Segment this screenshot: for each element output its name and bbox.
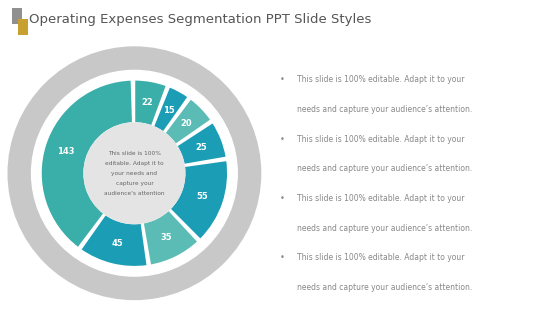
Text: This slide is 100%: This slide is 100% [108, 151, 161, 156]
Text: This slide is 100% editable. Adapt it to your: This slide is 100% editable. Adapt it to… [297, 253, 464, 262]
Circle shape [8, 47, 260, 300]
Wedge shape [143, 210, 198, 265]
Wedge shape [176, 122, 227, 165]
Text: needs and capture your audience’s attention.: needs and capture your audience’s attent… [297, 105, 472, 114]
Text: 55: 55 [197, 192, 208, 201]
Text: 35: 35 [161, 233, 172, 242]
Text: 25: 25 [195, 142, 207, 152]
Wedge shape [165, 99, 211, 145]
Text: Operating Expenses Segmentation PPT Slide Styles: Operating Expenses Segmentation PPT Slid… [29, 13, 371, 26]
Text: needs and capture your audience’s attention.: needs and capture your audience’s attent… [297, 164, 472, 173]
Text: •: • [280, 194, 285, 203]
Wedge shape [153, 87, 188, 132]
Text: capture your: capture your [115, 181, 153, 186]
Wedge shape [41, 80, 133, 248]
Text: audience's attention: audience's attention [104, 191, 165, 196]
Bar [18, 19, 28, 35]
Text: This slide is 100% editable. Adapt it to your: This slide is 100% editable. Adapt it to… [297, 135, 464, 144]
Text: •: • [280, 135, 285, 144]
Circle shape [84, 123, 185, 224]
Text: •: • [280, 253, 285, 262]
Bar [12, 8, 22, 24]
Wedge shape [170, 160, 228, 240]
Text: 15: 15 [163, 106, 175, 115]
Wedge shape [81, 214, 147, 267]
Text: This slide is 100% editable. Adapt it to your: This slide is 100% editable. Adapt it to… [297, 194, 464, 203]
Text: needs and capture your audience’s attention.: needs and capture your audience’s attent… [297, 224, 472, 232]
Text: needs and capture your audience’s attention.: needs and capture your audience’s attent… [297, 283, 472, 292]
Text: your needs and: your needs and [111, 171, 157, 176]
Circle shape [31, 71, 237, 276]
Text: 22: 22 [141, 98, 153, 107]
Text: 45: 45 [111, 238, 123, 248]
Text: editable. Adapt it to: editable. Adapt it to [105, 161, 164, 166]
Text: This slide is 100% editable. Adapt it to your: This slide is 100% editable. Adapt it to… [297, 75, 464, 84]
Text: •: • [280, 75, 285, 84]
Wedge shape [134, 80, 167, 126]
Text: 143: 143 [57, 147, 74, 156]
Text: 20: 20 [180, 119, 192, 128]
